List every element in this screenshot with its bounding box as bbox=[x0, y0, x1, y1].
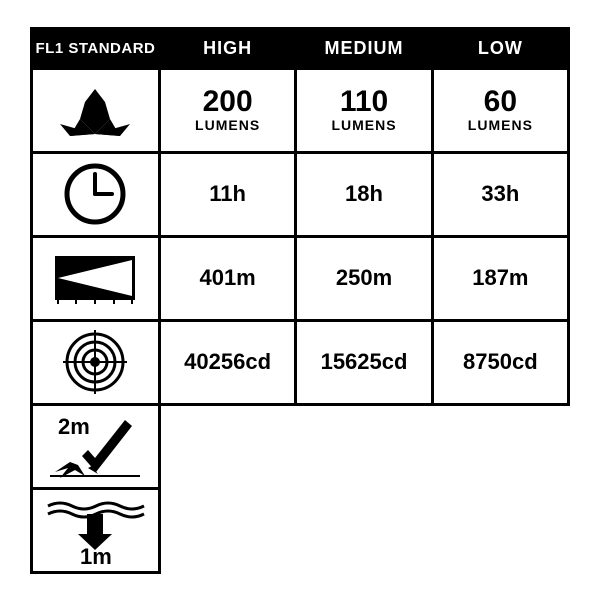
intensity-icon-cell bbox=[32, 320, 160, 404]
lumens-high-value: 200 bbox=[162, 87, 293, 117]
fl1-spec-table: FL1 STANDARD HIGH MEDIUM LOW 200 LUMENS bbox=[30, 27, 570, 574]
lumens-high-cell: 200 LUMENS bbox=[159, 68, 295, 152]
impact-resistance-icon: 2m bbox=[40, 410, 150, 482]
header-row: FL1 STANDARD HIGH MEDIUM LOW bbox=[32, 28, 569, 68]
runtime-row: 11h 18h 33h bbox=[32, 152, 569, 236]
waterproof-blank bbox=[159, 488, 568, 572]
lumens-medium-label: LUMENS bbox=[298, 117, 429, 134]
waterproof-icon-cell: 1m bbox=[32, 488, 160, 572]
lumens-icon-cell bbox=[32, 68, 160, 152]
waterproof-row: 1m bbox=[32, 488, 569, 572]
intensity-medium: 15625cd bbox=[296, 320, 432, 404]
lumens-low-value: 60 bbox=[435, 87, 566, 117]
light-output-icon bbox=[40, 74, 150, 146]
lumens-high-label: LUMENS bbox=[162, 117, 293, 134]
header-standard: FL1 STANDARD bbox=[32, 28, 160, 68]
impact-icon-cell: 2m bbox=[32, 404, 160, 488]
waterproof-icon: 1m bbox=[40, 494, 150, 566]
svg-text:2m: 2m bbox=[58, 414, 90, 439]
runtime-medium: 18h bbox=[296, 152, 432, 236]
distance-low: 187m bbox=[432, 236, 568, 320]
header-high: HIGH bbox=[159, 28, 295, 68]
impact-row: 2m bbox=[32, 404, 569, 488]
intensity-row: 40256cd 15625cd 8750cd bbox=[32, 320, 569, 404]
distance-row: 401m 250m 187m bbox=[32, 236, 569, 320]
runtime-icon-cell bbox=[32, 152, 160, 236]
lumens-medium-cell: 110 LUMENS bbox=[296, 68, 432, 152]
distance-medium: 250m bbox=[296, 236, 432, 320]
lumens-low-cell: 60 LUMENS bbox=[432, 68, 568, 152]
runtime-icon bbox=[40, 158, 150, 230]
lumens-medium-value: 110 bbox=[298, 87, 429, 117]
distance-icon-cell bbox=[32, 236, 160, 320]
distance-high: 401m bbox=[159, 236, 295, 320]
header-low: LOW bbox=[432, 28, 568, 68]
runtime-low: 33h bbox=[432, 152, 568, 236]
lumens-row: 200 LUMENS 110 LUMENS 60 LUMENS bbox=[32, 68, 569, 152]
runtime-high: 11h bbox=[159, 152, 295, 236]
header-medium: MEDIUM bbox=[296, 28, 432, 68]
intensity-low: 8750cd bbox=[432, 320, 568, 404]
lumens-low-label: LUMENS bbox=[435, 117, 566, 134]
peak-intensity-icon bbox=[40, 326, 150, 398]
svg-text:1m: 1m bbox=[80, 544, 112, 566]
beam-distance-icon bbox=[40, 242, 150, 314]
intensity-high: 40256cd bbox=[159, 320, 295, 404]
impact-blank bbox=[159, 404, 568, 488]
